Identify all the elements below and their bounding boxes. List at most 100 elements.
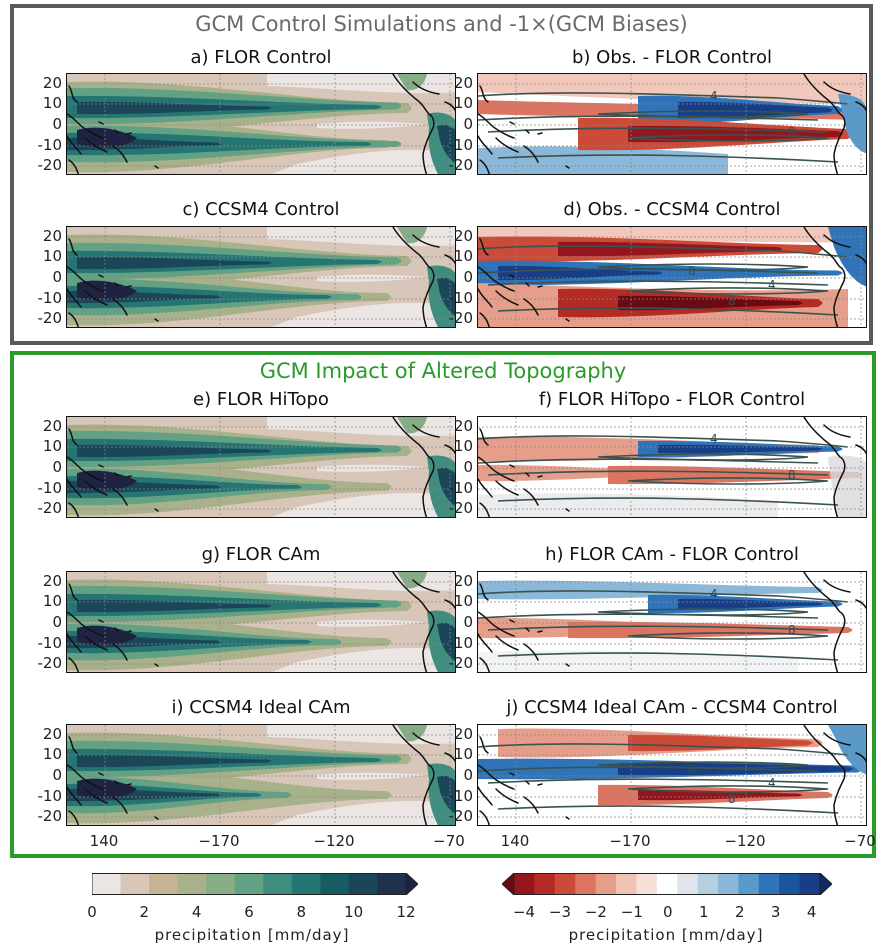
contour-line (478, 590, 849, 603)
precipitation-difference-colorbar-label: precipitation [mm/day] (568, 926, 764, 944)
coastline (478, 238, 539, 327)
colorbar-tick-label: −4 (512, 903, 536, 921)
x-tick-label: −70 (433, 832, 465, 850)
panel-title: f) FLOR HiTopo - FLOR Control (538, 389, 806, 410)
y-tick-label: 20 (42, 417, 62, 435)
precipitation-difference-colorbar-svg (501, 871, 833, 897)
contour-label: 4 (768, 278, 776, 292)
colorbar-tick-label: 10 (344, 903, 364, 921)
coastline (803, 227, 846, 327)
y-tick-label: 20 (42, 227, 62, 245)
x-tick-label: −70 (844, 832, 876, 850)
x-tick-label: 140 (500, 832, 530, 850)
precipitation-band (77, 754, 272, 768)
control-section-frame: GCM Control Simulations and -1×(GCM Bias… (10, 4, 873, 345)
y-tick-label: -20 (448, 807, 474, 825)
colorbar-tick-label: −2 (584, 903, 607, 921)
y-tick-label: 20 (42, 572, 62, 590)
coastline (803, 417, 846, 517)
map-svg: 48 (478, 74, 866, 174)
colorbar-segment (377, 873, 407, 895)
bias-region (678, 101, 833, 119)
contour-line (478, 245, 849, 258)
y-tick-label: 0 (52, 766, 62, 784)
y-tick-label: -20 (448, 654, 474, 672)
contour-line (627, 287, 829, 295)
colorbar-tick-label: 1 (698, 903, 709, 921)
colorbar-tick-label: 12 (396, 903, 416, 921)
coastline (67, 583, 128, 672)
coastline (509, 274, 570, 322)
map-svg (67, 74, 455, 174)
precipitation-colorbar-label: precipitation [mm/day] (154, 926, 350, 944)
colorbar-segment (534, 873, 556, 895)
y-tick-label: 10 (42, 592, 62, 610)
coastline (823, 424, 866, 455)
contour-line (487, 280, 829, 286)
precipitation-map-panel (66, 73, 456, 175)
y-tick-label: -20 (448, 156, 474, 174)
contour-line (478, 613, 819, 619)
y-tick-label: -20 (37, 156, 63, 174)
y-tick-label: -10 (37, 289, 63, 307)
precipitation-band (437, 775, 455, 814)
contour-label: 8 (728, 294, 736, 308)
contour-line (487, 127, 829, 133)
coastline (412, 579, 455, 610)
precipitation-band (397, 417, 427, 434)
colorbar-segment (291, 873, 321, 895)
map-svg (67, 572, 455, 672)
y-tick-label: 10 (453, 745, 473, 763)
coastline (412, 424, 455, 455)
difference-region (678, 598, 823, 610)
precipitation-band (437, 124, 455, 163)
y-tick-label: 0 (52, 115, 62, 133)
colorbar-segment (677, 873, 699, 895)
colorbar-tick-label: 8 (296, 903, 307, 921)
contour-line (597, 263, 809, 271)
contour-line (478, 92, 849, 105)
bias-region (628, 125, 843, 143)
x-tick-label: 140 (89, 832, 119, 850)
y-tick-label: 0 (52, 268, 62, 286)
y-tick-label: 10 (453, 94, 473, 112)
colorbar-segment (616, 873, 637, 895)
topography-section-title: GCM Impact of Altered Topography (259, 359, 627, 383)
control-section-title: GCM Control Simulations and -1×(GCM Bias… (195, 12, 688, 36)
colorbar-segment (595, 873, 617, 895)
contour-label: 8 (688, 264, 696, 278)
panel-title: i) CCSM4 Ideal CAm (171, 697, 351, 718)
coastline (392, 725, 435, 825)
contour-line (627, 785, 829, 793)
y-tick-label: 20 (453, 725, 473, 743)
coastline (67, 428, 128, 517)
colorbar-segment (92, 873, 122, 895)
y-tick-label: -10 (448, 787, 474, 805)
y-tick-label: -20 (37, 654, 63, 672)
contour-line (597, 761, 809, 769)
coastline (823, 81, 866, 112)
contour-label: 8 (788, 125, 796, 139)
colorbar-tick-label: 0 (87, 903, 97, 921)
coastline (509, 121, 570, 169)
map-svg (67, 227, 455, 327)
colorbar-segment (514, 873, 535, 895)
panel-title: a) FLOR Control (190, 47, 332, 68)
contour-line (487, 625, 829, 631)
coastline (823, 579, 866, 610)
panel-title: d) Obs. - CCSM4 Control (563, 199, 781, 220)
y-tick-label: -20 (37, 499, 63, 517)
panel-title: g) FLOR CAm (201, 544, 321, 565)
y-tick-label: 0 (463, 115, 473, 133)
dry-region (272, 647, 447, 672)
coastline (478, 583, 539, 672)
panel-title: e) FLOR HiTopo (193, 389, 329, 410)
difference-map-panel: 8 8 4 (477, 226, 867, 328)
colorbar-tick-label: 2 (139, 903, 150, 921)
precipitation-band (77, 444, 272, 458)
coastline (823, 234, 866, 265)
map-svg: 48 (478, 417, 866, 517)
coastline (98, 464, 159, 512)
coastline (509, 619, 570, 667)
